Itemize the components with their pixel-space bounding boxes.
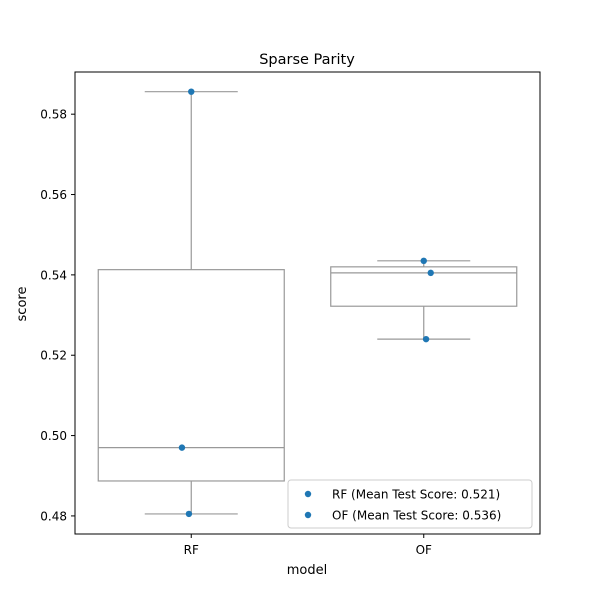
legend-box: [287, 479, 533, 529]
x-tick-label: RF: [184, 543, 199, 557]
y-tick-label: 0.50: [40, 429, 67, 443]
data-point-rf-0: [188, 88, 195, 95]
y-axis-label: score: [15, 287, 30, 322]
box-of: [330, 266, 518, 307]
box-rf: [97, 269, 285, 482]
legend-marker: [304, 511, 312, 519]
data-point-rf-1: [178, 444, 186, 451]
data-point-of-3: [420, 257, 427, 265]
data-point-of-5: [422, 335, 430, 343]
legend-marker: [304, 490, 312, 498]
plot-area: [97, 88, 518, 518]
y-tick-label: 0.54: [40, 268, 67, 282]
legend-entry-label: OF (Mean Test Score: 0.536): [332, 509, 501, 523]
axes: 0.48 0.50 0.52 0.54 0.56 0.58 RF OF: [40, 71, 541, 557]
y-tick-label: 0.56: [40, 188, 67, 202]
chart-title: Sparse Parity: [259, 52, 355, 68]
data-point-rf-2: [185, 510, 193, 518]
legend: RF (Mean Test Score: 0.521) OF (Mean Test…: [287, 479, 533, 529]
data-point-of-4: [427, 269, 434, 277]
y-tick-label: 0.52: [40, 349, 67, 363]
x-tick-label: OF: [416, 543, 432, 557]
legend-entry-label: RF (Mean Test Score: 0.521): [332, 488, 500, 502]
axes-frame: [74, 71, 541, 535]
y-tick-label: 0.58: [40, 108, 67, 122]
y-tick-label: 0.48: [40, 509, 67, 523]
x-axis-label: model: [287, 563, 327, 578]
